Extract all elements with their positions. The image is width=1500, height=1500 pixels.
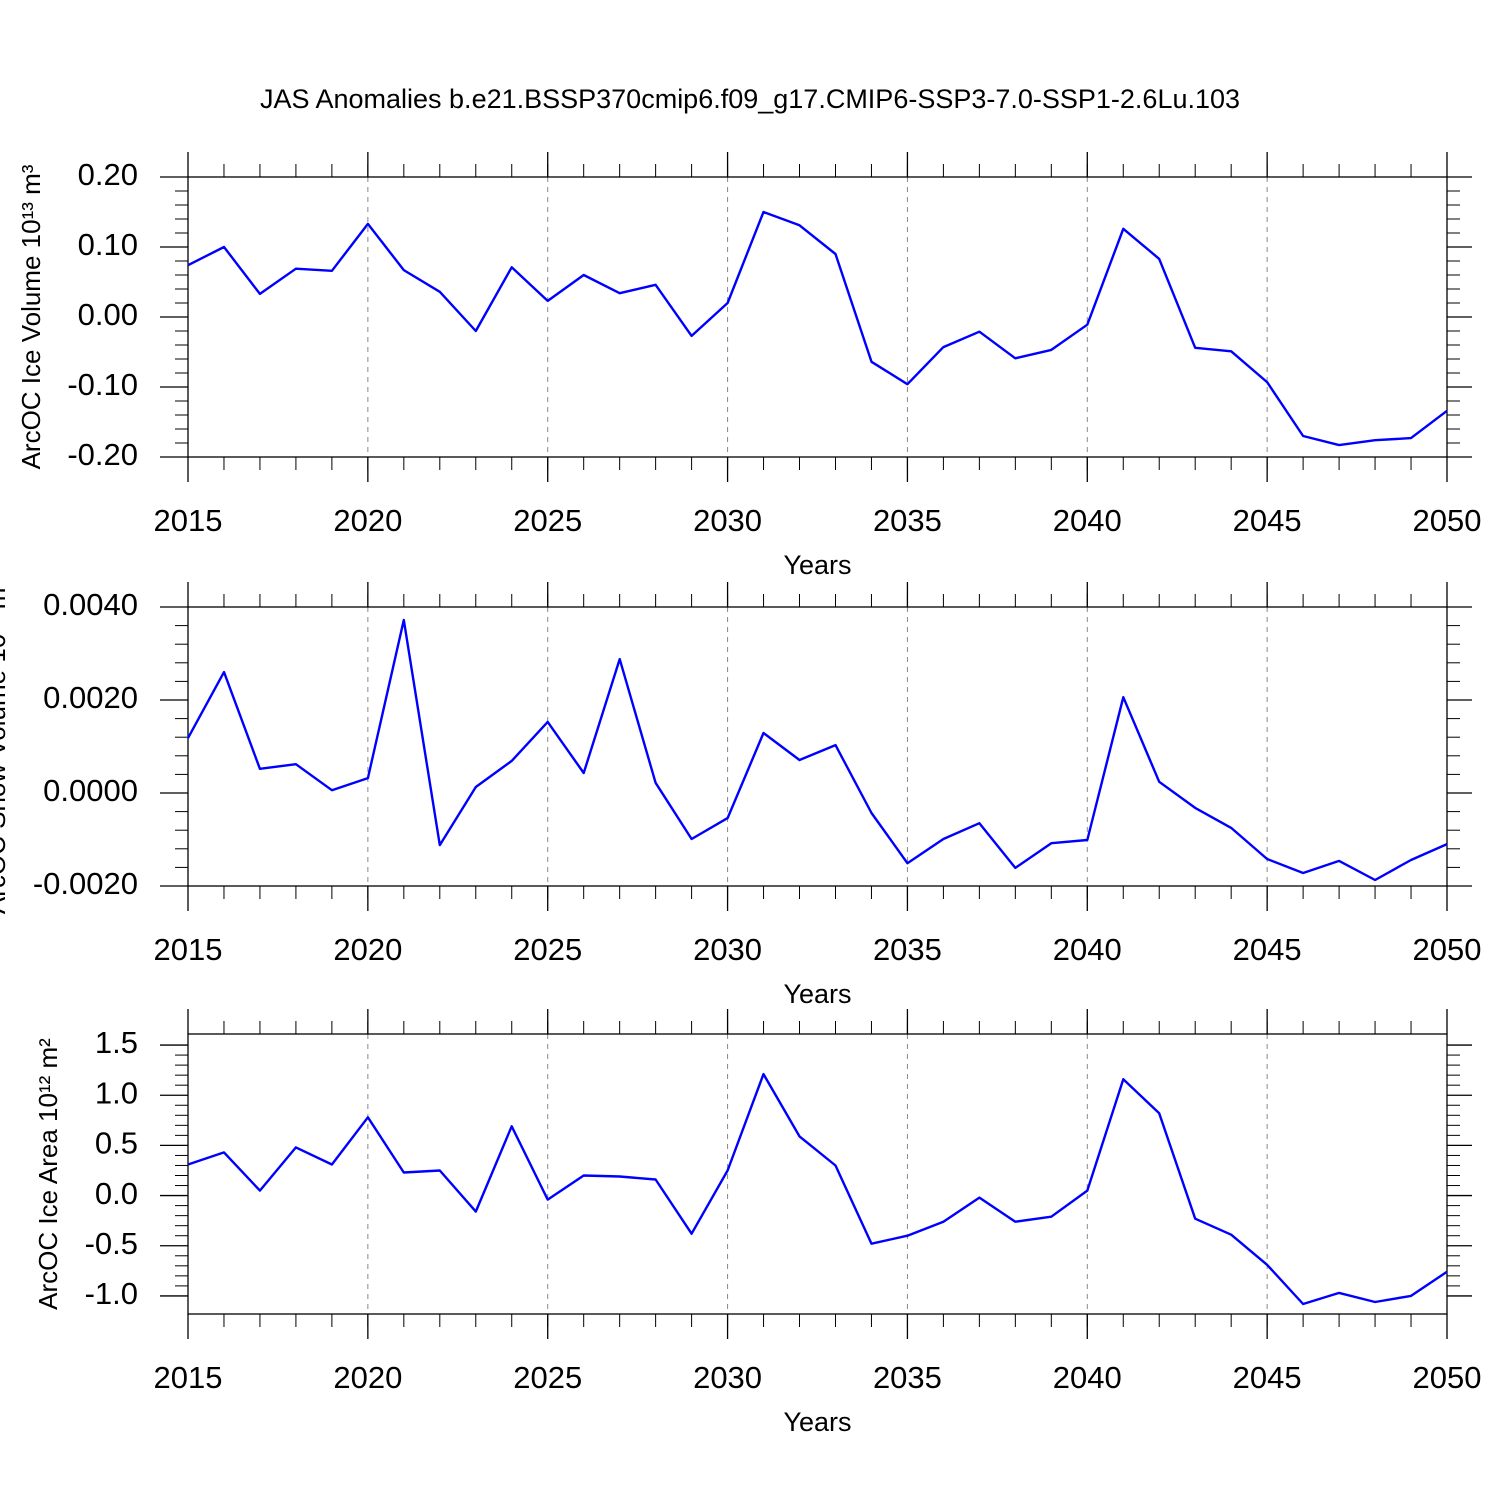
x-axis-label: Years [783, 979, 851, 1009]
x-tick-label: 2030 [693, 1360, 762, 1395]
x-tick-label: 2015 [154, 932, 223, 967]
x-tick-label: 2030 [693, 932, 762, 967]
data-line [187, 1072, 1448, 1306]
y-tick-label: 0.10 [78, 227, 138, 262]
x-tick-label: 2025 [513, 1360, 582, 1395]
y-axis-label: ArcOC Ice Volume 10¹³ m³ [16, 164, 46, 469]
plot-frame [187, 606, 1448, 887]
y-tick-label: 0.5 [95, 1126, 138, 1161]
plot-frame [187, 176, 1448, 458]
x-tick-label: 2050 [1413, 503, 1482, 538]
x-axis-label: Years [783, 550, 851, 580]
x-tick-label: 2020 [333, 1360, 402, 1395]
x-axis-label: Years [783, 1407, 851, 1437]
y-tick-label: 0.20 [78, 157, 138, 192]
chart-title: JAS Anomalies b.e21.BSSP370cmip6.f09_g17… [260, 84, 1240, 114]
y-axis-label: ArcOC Ice Area 10¹² m² [33, 1038, 63, 1310]
x-tick-label: 2045 [1233, 1360, 1302, 1395]
data-line [186, 618, 1448, 882]
x-tick-label: 2015 [154, 503, 223, 538]
x-tick-label: 2020 [333, 932, 402, 967]
x-tick-label: 2050 [1413, 1360, 1482, 1395]
x-tick-label: 2050 [1413, 932, 1482, 967]
y-tick-label: 0.0000 [43, 773, 138, 808]
x-tick-label: 2045 [1233, 932, 1302, 967]
x-tick-label: 2035 [873, 503, 942, 538]
x-tick-label: 2020 [333, 503, 402, 538]
y-axis-label: ArcOC Snow Volume 10¹³ m³ [0, 579, 11, 915]
y-tick-label: 0.0040 [43, 587, 138, 622]
x-tick-label: 2045 [1233, 503, 1302, 538]
x-tick-label: 2025 [513, 932, 582, 967]
data-line [187, 210, 1448, 447]
y-tick-label: -0.0020 [33, 866, 138, 901]
y-tick-label: 0.0020 [43, 680, 138, 715]
x-tick-label: 2040 [1053, 932, 1122, 967]
y-tick-label: 1.0 [95, 1075, 138, 1110]
x-tick-label: 2025 [513, 503, 582, 538]
y-tick-label: -1.0 [85, 1276, 138, 1311]
y-tick-label: -0.20 [67, 437, 138, 472]
y-tick-label: 1.5 [95, 1025, 138, 1060]
y-tick-label: -0.10 [67, 367, 138, 402]
x-tick-label: 2035 [873, 1360, 942, 1395]
y-tick-label: 0.0 [95, 1176, 138, 1211]
x-tick-label: 2040 [1053, 1360, 1122, 1395]
y-tick-label: 0.00 [78, 297, 138, 332]
y-tick-label: -0.5 [85, 1226, 138, 1261]
x-tick-label: 2030 [693, 503, 762, 538]
x-tick-label: 2035 [873, 932, 942, 967]
x-tick-label: 2015 [154, 1360, 223, 1395]
x-tick-label: 2040 [1053, 503, 1122, 538]
plot-frame [187, 1033, 1448, 1315]
